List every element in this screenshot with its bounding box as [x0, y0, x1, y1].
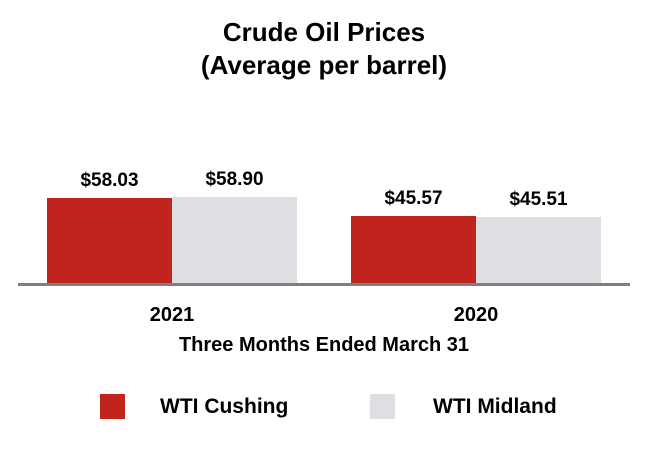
category-label-2021: 2021 — [149, 304, 195, 326]
bar-value-label-wti-midland-2020: $45.51 — [509, 189, 568, 210]
bar-value-label-wti-cushing-2020: $45.57 — [384, 188, 443, 209]
category-label-2020: 2020 — [453, 304, 499, 326]
chart-title-line1: Crude Oil Prices — [222, 17, 426, 47]
bar-value-label-wti-cushing-2021: $58.03 — [80, 170, 139, 191]
chart-title-line2: (Average per barrel) — [200, 50, 448, 80]
x-axis-line — [18, 283, 630, 286]
bar-wti-midland-2021 — [172, 197, 297, 283]
legend-swatch-wti-midland — [370, 394, 395, 419]
bar-value-label-wti-midland-2021: $58.90 — [205, 169, 264, 190]
x-axis-title: Three Months Ended March 31 — [178, 334, 470, 356]
legend-label-wti-cushing: WTI Cushing — [160, 395, 289, 418]
legend-swatch-wti-cushing — [100, 394, 125, 419]
bar-wti-cushing-2020 — [351, 216, 476, 283]
legend-label-wti-midland: WTI Midland — [433, 395, 557, 418]
bar-wti-cushing-2021 — [47, 198, 172, 283]
bar-wti-midland-2020 — [476, 217, 601, 283]
chart-title: Crude Oil Prices (Average per barrel) — [0, 16, 648, 82]
